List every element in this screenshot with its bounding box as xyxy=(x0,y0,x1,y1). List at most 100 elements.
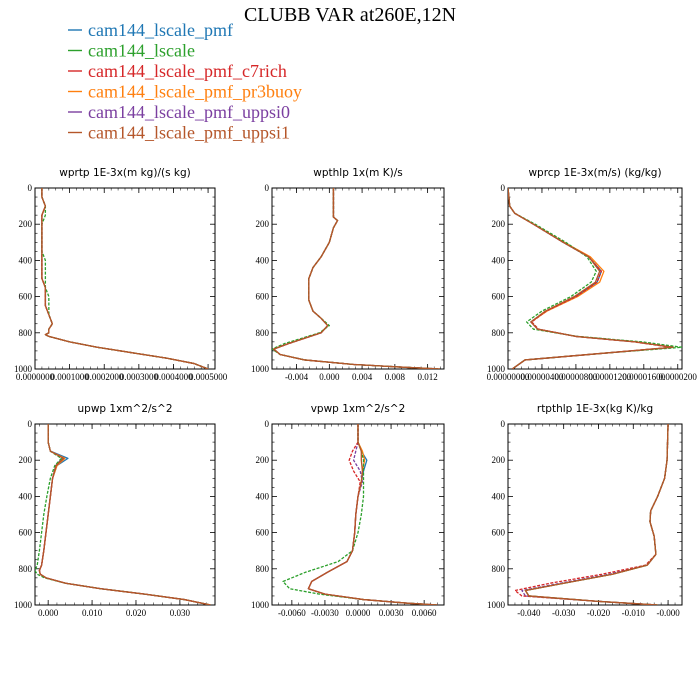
x-tick-label: -0.0030 xyxy=(311,608,339,618)
y-tick-label: 0 xyxy=(265,419,270,429)
series-line xyxy=(272,188,440,369)
series-line xyxy=(41,188,209,369)
series-line xyxy=(307,424,438,605)
plot-frame xyxy=(271,423,445,606)
x-tick-label: 0.00001600 xyxy=(622,372,665,382)
panel-title: upwp 1xm^2/s^2 xyxy=(78,403,173,415)
chart-panel-4: upwp 1xm^2/s^2 0 200 400 600 800 1000 0.000 0.01… xyxy=(14,403,216,618)
x-tick-label: 0.008 xyxy=(385,372,406,382)
panel-title: wprtp 1E-3x(m kg)/(s kg) xyxy=(59,167,190,179)
plot-frame xyxy=(34,423,216,606)
x-tick-label: 0.010 xyxy=(82,608,103,618)
legend-entry: cam144_lscale_pmf_pr3buoy xyxy=(68,82,302,102)
series-line xyxy=(41,188,209,369)
chart-panel-6: rtpthlp 1E-3x(kg K)/kg 0 200 400 600 800 1000 -… xyxy=(487,403,683,618)
series-group xyxy=(282,424,438,605)
x-tick-label: 0.00001200 xyxy=(588,372,631,382)
x-tick-label: 0.030 xyxy=(170,608,191,618)
y-tick-label: 200 xyxy=(492,455,506,465)
chart-panel-3: wprcp 1E-3x(m/s) (kg/kg) 0 200 400 600 800 100… xyxy=(487,167,698,382)
series-group xyxy=(35,424,211,605)
y-tick-label: 1000 xyxy=(251,364,270,374)
series-line xyxy=(41,188,209,369)
figure-title: CLUBB VAR at260E,12N xyxy=(244,4,456,26)
series-line xyxy=(524,424,669,605)
series-line xyxy=(272,188,440,369)
y-tick-label: 400 xyxy=(256,491,270,501)
y-tick-label: 800 xyxy=(492,564,506,574)
x-tick-label: 0.000 xyxy=(319,372,340,382)
y-tick-label: 600 xyxy=(19,292,33,302)
legend-label: cam144_lscale_pmf_uppsi0 xyxy=(88,102,290,122)
legend-label: cam144_lscale xyxy=(88,41,195,61)
series-line xyxy=(272,188,440,369)
x-tick-label: 0.0060 xyxy=(412,608,437,618)
series-line xyxy=(508,188,674,369)
x-tick-label: 0.0004000 xyxy=(154,372,193,382)
x-tick-label: 0.0000000 xyxy=(16,372,55,382)
panel-title: vpwp 1xm^2/s^2 xyxy=(311,403,406,415)
y-tick-label: 800 xyxy=(256,564,270,574)
x-tick-label: 0.00000000 xyxy=(487,372,530,382)
chart-panel-5: vpwp 1xm^2/s^2 0 200 400 600 800 1000 -0.0060 -0… xyxy=(251,403,445,618)
series-line xyxy=(508,188,675,369)
chart-panel-2: wpthlp 1x(m K)/s 0 200 400 600 800 1000 -0.004 0… xyxy=(251,167,445,382)
x-tick-label: 0.0000 xyxy=(346,608,371,618)
y-tick-label: 1000 xyxy=(251,600,270,610)
x-tick-label: 0.0001000 xyxy=(50,372,89,382)
x-tick-label: 0.0002000 xyxy=(85,372,124,382)
legend-entry: cam144_lscale_pmf_uppsi1 xyxy=(68,123,290,143)
x-tick-label: -0.010 xyxy=(622,608,646,618)
y-tick-label: 400 xyxy=(492,255,506,265)
y-tick-label: 0 xyxy=(501,183,506,193)
legend-entry: cam144_lscale_pmf xyxy=(68,20,233,40)
series-group xyxy=(41,188,209,369)
series-group xyxy=(272,188,440,369)
x-tick-label: 0.0003000 xyxy=(120,372,159,382)
x-tick-label: -0.030 xyxy=(552,608,576,618)
plot-frame xyxy=(507,187,683,370)
series-line xyxy=(38,424,211,605)
x-tick-label: 0.012 xyxy=(417,372,437,382)
plot-frame xyxy=(34,187,216,370)
series-line xyxy=(524,424,669,605)
legend-label: cam144_lscale_pmf xyxy=(88,20,233,40)
y-tick-label: 600 xyxy=(492,292,506,302)
series-line xyxy=(38,424,211,605)
x-tick-label: 0.00000400 xyxy=(521,372,564,382)
x-tick-label: -0.020 xyxy=(587,608,611,618)
y-tick-label: 1000 xyxy=(487,600,506,610)
y-tick-label: 200 xyxy=(256,455,270,465)
series-line xyxy=(41,188,209,369)
y-tick-label: 200 xyxy=(492,219,506,229)
series-line xyxy=(307,424,438,605)
series-line xyxy=(508,188,675,369)
series-line xyxy=(272,188,440,369)
legend-entry: cam144_lscale_pmf_uppsi0 xyxy=(68,102,290,122)
y-tick-label: 800 xyxy=(256,328,270,338)
legend-label: cam144_lscale_pmf_pr3buoy xyxy=(88,82,302,102)
x-tick-label: -0.004 xyxy=(285,372,309,382)
series-group xyxy=(508,188,682,369)
panel-title: wpthlp 1x(m K)/s xyxy=(313,167,403,179)
y-tick-label: 800 xyxy=(19,564,33,574)
y-tick-label: 600 xyxy=(492,528,506,538)
y-tick-label: 400 xyxy=(19,255,33,265)
series-line xyxy=(282,424,438,605)
series-line xyxy=(35,424,211,605)
y-tick-label: 1000 xyxy=(487,364,506,374)
panel-grid: wprtp 1E-3x(m kg)/(s kg) 0 200 400 600 800 100… xyxy=(14,167,697,618)
series-line xyxy=(524,424,669,605)
series-line xyxy=(307,424,438,605)
y-tick-label: 600 xyxy=(19,528,33,538)
x-tick-label: 0.020 xyxy=(126,608,147,618)
x-tick-label: 0.0005000 xyxy=(189,372,228,382)
y-tick-label: 1000 xyxy=(14,600,33,610)
series-line xyxy=(307,424,438,605)
series-line xyxy=(524,424,669,605)
x-tick-label: 0.004 xyxy=(352,372,373,382)
series-line xyxy=(41,188,209,369)
x-tick-label: 0.0000200 xyxy=(659,372,698,382)
